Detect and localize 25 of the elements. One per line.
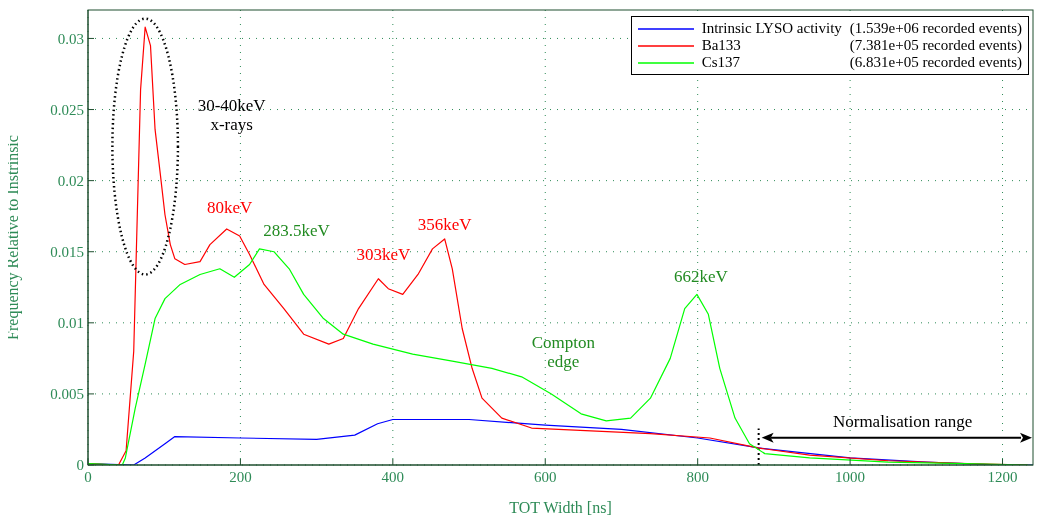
annotation: Compton edge	[531, 333, 596, 372]
text: Ba133 (7.381e+05 recorded events)	[701, 37, 1022, 53]
x-tick-label: 400	[381, 468, 405, 485]
annotation: 662keV	[674, 267, 729, 287]
text: Cs137 (6.831e+05 recorded events)	[701, 54, 1022, 70]
y-tick-label: 0.01	[57, 315, 84, 332]
annotation: Normalisation range	[832, 412, 973, 432]
y-tick-label: 0.03	[57, 30, 84, 47]
annotation: 356keV	[417, 214, 473, 234]
x-axis-title: TOT Width [ns]	[509, 499, 612, 516]
y-tick-label: 0	[76, 457, 84, 474]
y-tick-label: 0.02	[57, 172, 84, 189]
x-tick-label: 800	[686, 468, 709, 485]
x-tick-label: 1000	[835, 468, 866, 485]
x-tick-label: 1200	[987, 468, 1018, 485]
annotation: 80keV	[207, 197, 254, 217]
y-tick-label: 0.005	[50, 386, 84, 403]
annotation: 303keV	[356, 244, 411, 264]
y-tick-label: 0.025	[50, 101, 84, 118]
annotation: 283.5keV	[263, 220, 331, 240]
annotation: 30-40keV x-rays	[197, 95, 267, 134]
y-tick-label: 0.015	[50, 244, 84, 261]
legend-label: Intrinsic LYSO activity (1.539e+06 recorded events)	[701, 20, 1022, 37]
x-tick-label: 200	[229, 468, 252, 485]
x-tick-label: 600	[534, 468, 557, 485]
